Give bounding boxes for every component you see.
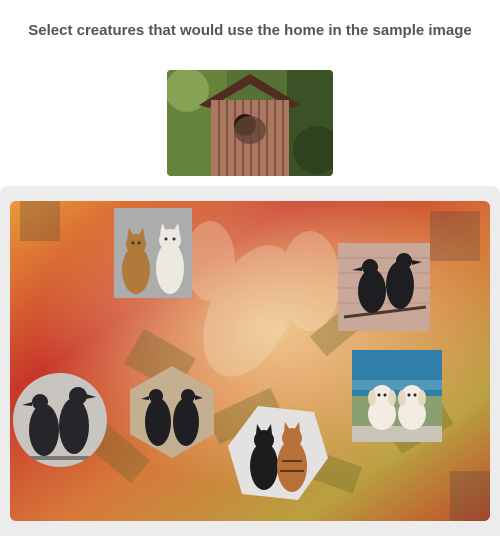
dogs-image[interactable] xyxy=(352,350,442,442)
crows-image[interactable] xyxy=(130,366,214,458)
cats-image[interactable] xyxy=(228,406,328,500)
cats-image[interactable] xyxy=(114,208,192,298)
challenge-prompt: Select creatures that would use the home… xyxy=(28,22,472,39)
birdhouse-sample-image xyxy=(167,70,333,176)
crows-image[interactable] xyxy=(12,372,108,468)
crows-image[interactable] xyxy=(338,243,430,331)
